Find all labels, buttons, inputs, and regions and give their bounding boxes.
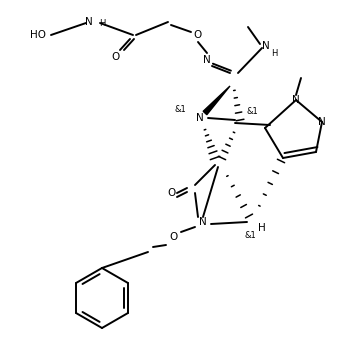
Text: N: N bbox=[292, 95, 300, 105]
Text: &1: &1 bbox=[246, 108, 258, 117]
Text: N: N bbox=[318, 117, 326, 127]
Text: &1: &1 bbox=[174, 105, 186, 114]
Text: N: N bbox=[203, 55, 211, 65]
Text: N: N bbox=[262, 41, 270, 51]
Text: H: H bbox=[258, 223, 266, 233]
Text: O: O bbox=[169, 232, 177, 242]
Polygon shape bbox=[203, 86, 230, 115]
Text: &1: &1 bbox=[244, 232, 256, 240]
Text: HO: HO bbox=[30, 30, 46, 40]
Text: N: N bbox=[199, 217, 207, 227]
Text: H: H bbox=[271, 50, 277, 59]
Text: N: N bbox=[196, 113, 204, 123]
Text: H: H bbox=[99, 20, 105, 29]
Text: O: O bbox=[111, 52, 119, 62]
Text: O: O bbox=[168, 188, 176, 198]
Text: O: O bbox=[194, 30, 202, 40]
Text: N: N bbox=[85, 17, 93, 27]
